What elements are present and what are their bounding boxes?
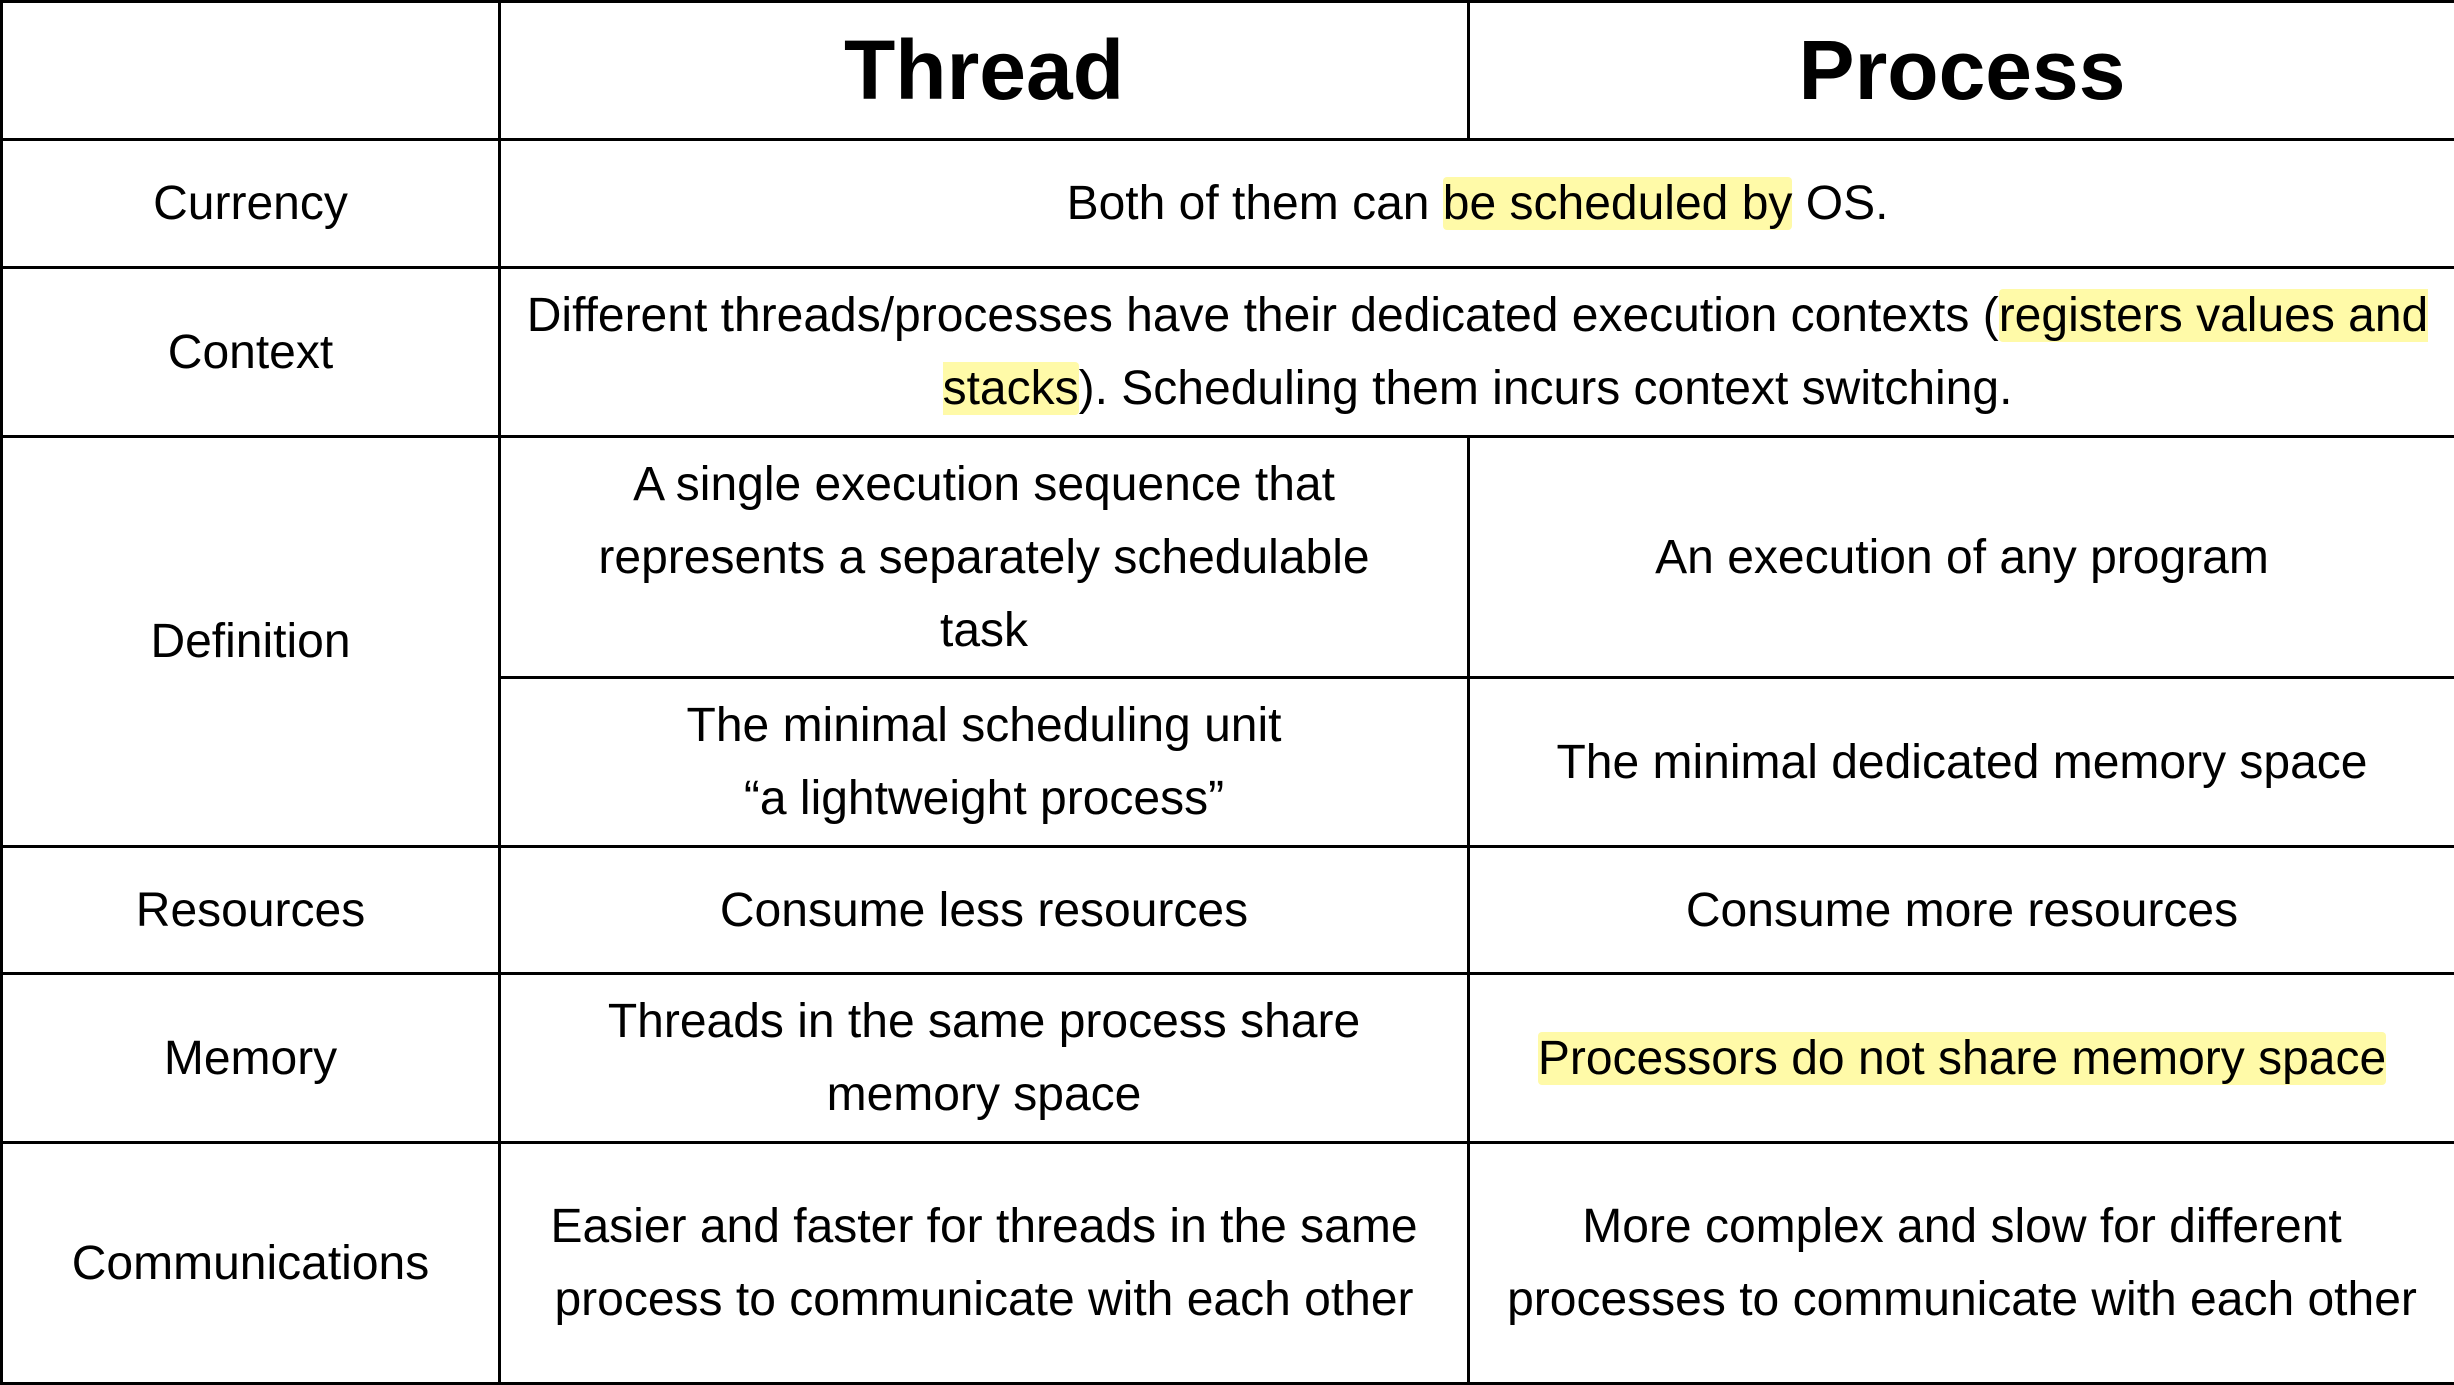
- header-row: Thread Process: [2, 2, 2454, 140]
- resources-row: Resources Consume less resources Consume…: [2, 847, 2454, 974]
- definition-row-1: Definition A single execution sequence t…: [2, 437, 2454, 678]
- context-row: Context Different threads/processes have…: [2, 268, 2454, 437]
- row-label: Context: [2, 268, 500, 437]
- thread-definition-2: The minimal scheduling unit“a lightweigh…: [500, 678, 1469, 847]
- process-definition: An execution of any program: [1469, 437, 2454, 678]
- process-communications: More complex and slow for different proc…: [1469, 1143, 2454, 1384]
- text: OS.: [1792, 177, 1888, 230]
- highlighted-text: Processors do not share memory space: [1538, 1032, 2386, 1085]
- memory-row: Memory Threads in the same process share…: [2, 974, 2454, 1143]
- thread-header: Thread: [500, 2, 1469, 140]
- row-label: Memory: [2, 974, 500, 1143]
- row-label: Currency: [2, 140, 500, 268]
- row-label: Communications: [2, 1143, 500, 1384]
- thread-communications: Easier and faster for threads in the sam…: [500, 1143, 1469, 1384]
- text: Different threads/processes have their d…: [527, 289, 1999, 342]
- process-header: Process: [1469, 2, 2454, 140]
- highlighted-text: be scheduled by: [1443, 177, 1793, 230]
- thread-resources: Consume less resources: [500, 847, 1469, 974]
- thread-memory: Threads in the same process share memory…: [500, 974, 1469, 1143]
- process-resources: Consume more resources: [1469, 847, 2454, 974]
- communications-row: Communications Easier and faster for thr…: [2, 1143, 2454, 1384]
- text: “a lightweight process”: [515, 762, 1453, 835]
- currency-text: Both of them can be scheduled by OS.: [500, 140, 2454, 268]
- context-text: Different threads/processes have their d…: [500, 268, 2454, 437]
- row-label: Resources: [2, 847, 500, 974]
- currency-row: Currency Both of them can be scheduled b…: [2, 140, 2454, 268]
- process-definition-2: The minimal dedicated memory space: [1469, 678, 2454, 847]
- row-label: Definition: [2, 437, 500, 847]
- thread-definition: A single execution sequence that represe…: [500, 437, 1469, 678]
- text: Both of them can: [1067, 177, 1443, 230]
- corner-cell: [2, 2, 500, 140]
- text: ). Scheduling them incurs context switch…: [1079, 362, 2013, 415]
- text: The minimal scheduling unit: [515, 689, 1453, 762]
- process-memory: Processors do not share memory space: [1469, 974, 2454, 1143]
